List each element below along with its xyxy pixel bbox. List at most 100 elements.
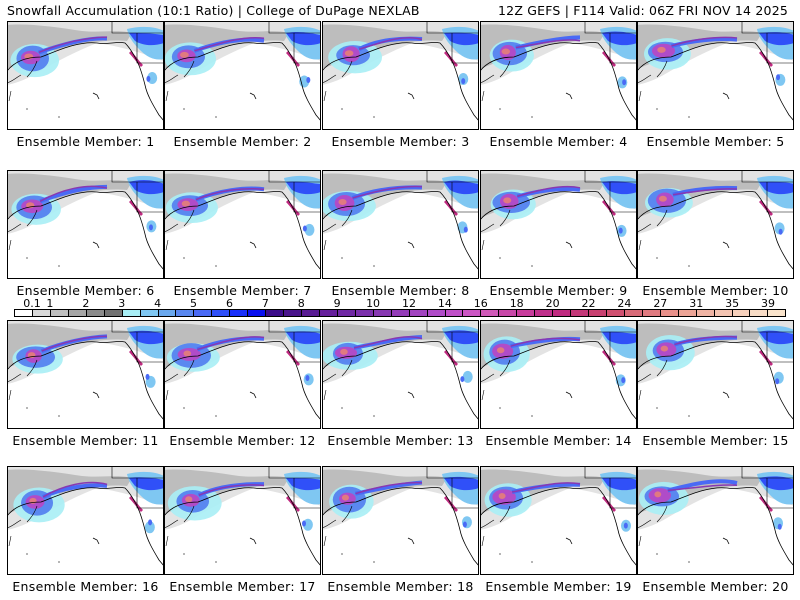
map-frame [7,21,164,130]
colorbar-segment [535,310,554,316]
ensemble-member-label: Ensemble Member: 16 [12,579,159,594]
snowfall-map [7,320,164,429]
colorbar-segment [391,310,410,316]
snow-band-streak-core [194,36,265,52]
coastline [7,487,164,567]
colorbar-segment [571,310,589,316]
coastline-alaska [322,359,353,401]
snow-band-canada-blue [444,476,479,491]
island [58,265,60,267]
snow-band-rockies-core [621,377,626,384]
colorbar-tick-label: 5 [190,297,198,310]
ensemble-member-panel: Ensemble Member: 10 [637,170,794,298]
map-frame [480,466,637,575]
coastline-alaska [322,60,353,102]
snow-band-rockies-core [460,376,465,383]
colorbar-tick-label: 1 [46,297,54,310]
snow-band-rockies-core [463,226,468,233]
island [531,265,533,267]
hawaii-islands [565,391,573,399]
colorbar-segment [499,310,518,316]
snow-band-rockies-core [777,523,782,530]
snow-band-streak-core [517,185,581,198]
ensemble-member-panel: Ensemble Member: 2 [164,21,321,149]
snowfall-map [164,320,321,429]
colorbar-segment [266,310,285,316]
snowfall-map [164,466,321,575]
colorbar-legend: 0.1 1 2 3 4 5 6 7 8 9 10 12 14 16 18 20 22 24 27 31 35 39 [14,297,786,319]
snow-band-canada-blue [129,330,164,345]
moderate-snow-region [164,24,289,70]
map-frame [322,21,479,130]
snow-band-rockies [304,223,315,236]
island [215,116,217,118]
snow-band-rockies-core [776,74,781,81]
ensemble-member-panel: Ensemble Member: 19 [480,466,637,594]
snowfall-map [322,320,479,429]
island [373,415,375,417]
snow-band-rockies-core [306,77,311,84]
colorbar-tick-label: 0.1 [23,297,41,310]
ensemble-member-panel: Ensemble Member: 1 [7,21,164,149]
snow-band-streak-core [667,484,738,492]
snowfall-map [480,21,637,130]
border-lines [111,320,164,363]
snow-band-streak-core [511,482,581,493]
moderate-snow-region [7,173,132,218]
ensemble-member-label: Ensemble Member: 18 [327,579,474,594]
colorbar-segment [732,310,751,316]
border-lines [741,320,794,363]
ensemble-member-panel: Ensemble Member: 7 [164,170,321,298]
snow-band-rockies-core [775,378,780,385]
snowfall-map [164,170,321,279]
coastline [637,341,794,421]
island [373,265,375,267]
snow-band-rockies-core [305,374,310,381]
colorbar-tick-label: 27 [653,297,668,310]
map-frame [637,320,794,429]
snow-band-rockies-core [148,519,153,526]
map-frame [637,170,794,279]
coastline [637,487,794,567]
snow-band-canada-blue [129,32,164,46]
snow-band-streak-core [355,481,423,495]
border-lines [741,21,794,64]
ensemble-member-panel: Ensemble Member: 17 [164,466,321,594]
moderate-snow-region [164,173,289,218]
snow-band-pink [496,347,505,354]
ensemble-member-panel: Ensemble Member: 3 [322,21,479,149]
snow-band-pink [340,348,348,355]
island [531,415,533,417]
snow-band-streak-core [674,335,738,346]
snow-band-streak-core [510,337,581,347]
hawaii-islands [407,241,415,249]
ensemble-member-label: Ensemble Member: 3 [331,134,470,149]
ensemble-member-panel: Ensemble Member: 14 [480,320,637,448]
border-lines [268,320,321,363]
colorbar-tick-labels: 0.1 1 2 3 4 5 6 7 8 9 10 12 14 16 18 20 22 24 27 31 35 39 [14,297,786,310]
colorbar-tick-label: 20 [545,297,560,310]
moderate-snow-region [164,323,289,368]
snow-band-streak-core [671,36,738,47]
coastline-alaska [480,209,511,251]
map-frame [637,21,794,130]
moderate-snow-region [322,24,447,70]
colorbar-segment [122,310,141,316]
map-frame [164,466,321,575]
snow-band-rockies-core [462,521,467,528]
border-lines [426,320,479,363]
island [58,116,60,118]
snowfall-map [637,21,794,130]
island [215,561,217,563]
coastline [480,341,637,421]
colorbar-tick-label: 35 [725,297,740,310]
snowfall-map [637,170,794,279]
coastline-alaska [322,209,353,251]
island [341,553,343,555]
hawaii-islands [407,92,415,100]
colorbar-tick-label: 12 [401,297,416,310]
island [183,108,185,110]
colorbar-segment [15,310,33,316]
island [688,415,690,417]
hawaii-islands [565,537,573,545]
